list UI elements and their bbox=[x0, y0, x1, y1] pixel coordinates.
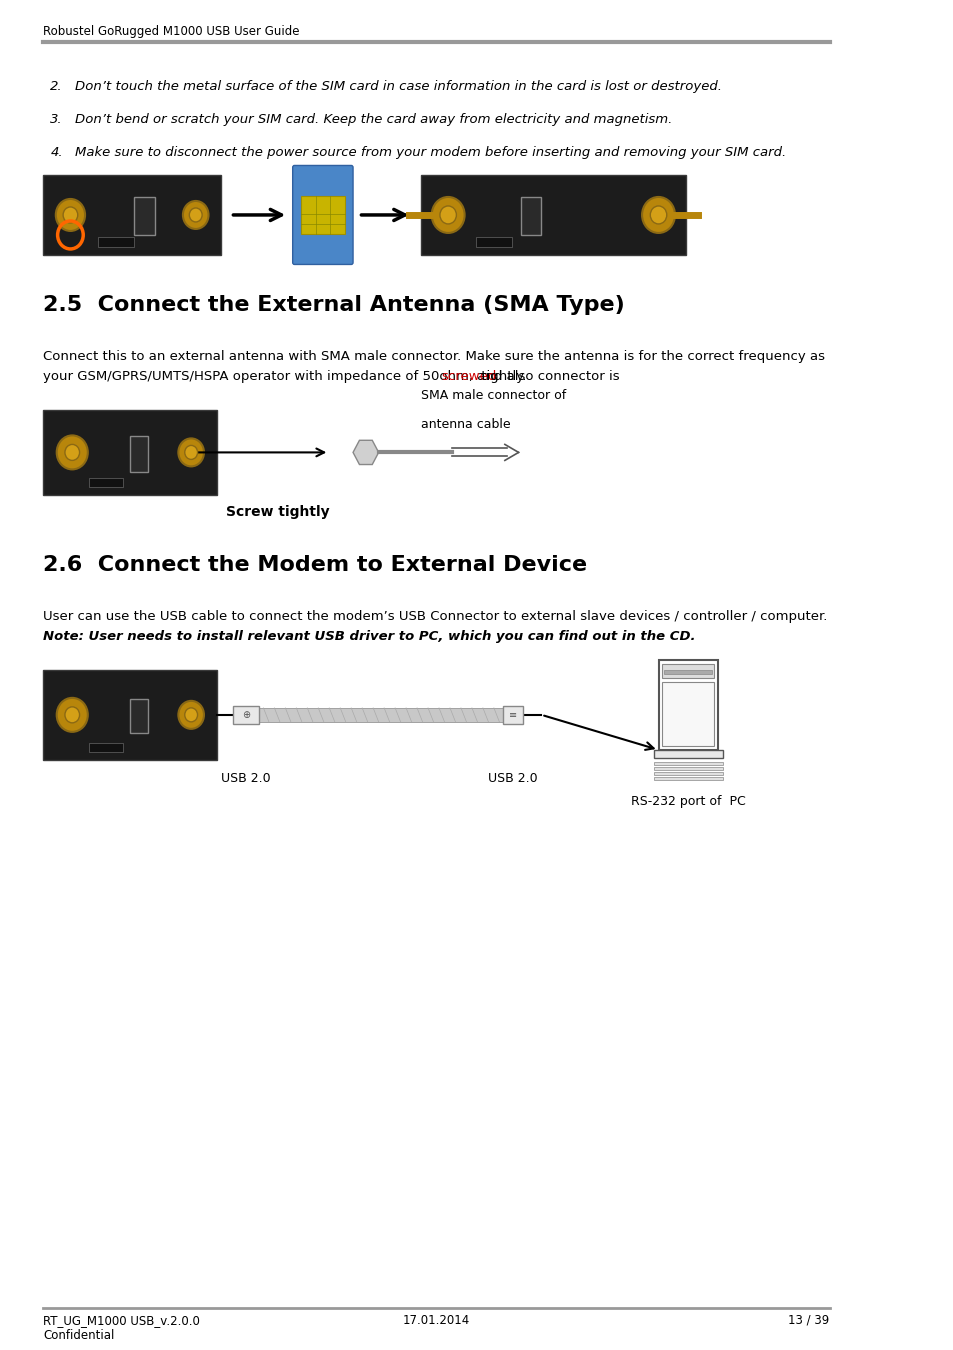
Bar bbox=[300, 197, 344, 235]
Text: 13 / 39: 13 / 39 bbox=[787, 1314, 829, 1327]
Bar bbox=[43, 410, 216, 495]
Bar bbox=[663, 670, 712, 674]
Circle shape bbox=[65, 444, 79, 460]
Bar bbox=[653, 767, 721, 770]
Circle shape bbox=[178, 701, 204, 729]
Bar bbox=[134, 197, 154, 235]
Text: ⊕: ⊕ bbox=[242, 710, 250, 720]
Text: 2.: 2. bbox=[51, 80, 63, 93]
Circle shape bbox=[189, 208, 202, 221]
Circle shape bbox=[63, 207, 77, 223]
Text: 3.: 3. bbox=[51, 113, 63, 126]
Text: Screw tightly: Screw tightly bbox=[226, 505, 329, 518]
Text: 2.6  Connect the Modem to External Device: 2.6 Connect the Modem to External Device bbox=[43, 555, 586, 575]
Bar bbox=[520, 197, 541, 235]
Bar bbox=[661, 664, 714, 678]
Circle shape bbox=[183, 201, 209, 230]
Text: Connect this to an external antenna with SMA male connector. Make sure the anten: Connect this to an external antenna with… bbox=[43, 350, 824, 363]
Text: your GSM/GPRS/UMTS/HSPA operator with impedance of 50ohm, and also connector is: your GSM/GPRS/UMTS/HSPA operator with im… bbox=[43, 370, 623, 383]
Bar bbox=[653, 749, 721, 757]
Circle shape bbox=[641, 197, 675, 234]
Circle shape bbox=[185, 707, 197, 722]
Text: Note: User needs to install relevant USB driver to PC, which you can find out in: Note: User needs to install relevant USB… bbox=[43, 630, 695, 643]
Text: 2.5  Connect the External Antenna (SMA Type): 2.5 Connect the External Antenna (SMA Ty… bbox=[43, 294, 624, 315]
Bar bbox=[130, 699, 148, 733]
Circle shape bbox=[56, 698, 88, 732]
Circle shape bbox=[55, 198, 85, 231]
Text: User can use the USB cable to connect the modem’s USB Connector to external slav: User can use the USB cable to connect th… bbox=[43, 610, 826, 622]
Text: screwed: screwed bbox=[441, 370, 497, 383]
Bar bbox=[98, 238, 134, 247]
Bar bbox=[89, 743, 123, 752]
Text: ≡: ≡ bbox=[509, 710, 517, 720]
Bar bbox=[653, 761, 721, 765]
Text: SMA male connector of: SMA male connector of bbox=[420, 389, 565, 402]
Text: tightly.: tightly. bbox=[476, 370, 525, 383]
Text: Don’t bend or scratch your SIM card. Keep the card away from electricity and mag: Don’t bend or scratch your SIM card. Kee… bbox=[75, 113, 672, 126]
Text: USB 2.0: USB 2.0 bbox=[221, 772, 271, 784]
Bar bbox=[653, 776, 721, 780]
Bar bbox=[233, 706, 258, 724]
Bar bbox=[420, 176, 685, 255]
Text: antenna cable: antenna cable bbox=[420, 418, 510, 431]
Text: Don’t touch the metal surface of the SIM card in case information in the card is: Don’t touch the metal surface of the SIM… bbox=[75, 80, 721, 93]
Text: 4.: 4. bbox=[51, 146, 63, 159]
Circle shape bbox=[439, 207, 456, 224]
Text: 17.01.2014: 17.01.2014 bbox=[402, 1314, 470, 1327]
Bar bbox=[502, 706, 522, 724]
Text: USB 2.0: USB 2.0 bbox=[488, 772, 537, 784]
Circle shape bbox=[65, 707, 79, 722]
Circle shape bbox=[185, 446, 197, 459]
Bar bbox=[661, 682, 714, 745]
Circle shape bbox=[178, 439, 204, 466]
Bar bbox=[476, 238, 512, 247]
Bar bbox=[658, 660, 718, 749]
Text: RT_UG_M1000 USB_v.2.0.0
Confidential: RT_UG_M1000 USB_v.2.0.0 Confidential bbox=[43, 1314, 199, 1342]
Circle shape bbox=[432, 197, 464, 234]
FancyBboxPatch shape bbox=[293, 166, 353, 265]
Bar bbox=[43, 176, 221, 255]
Text: RS-232 port of  PC: RS-232 port of PC bbox=[630, 795, 745, 807]
Text: Robustel GoRugged M1000 USB User Guide: Robustel GoRugged M1000 USB User Guide bbox=[43, 26, 299, 38]
Bar bbox=[653, 772, 721, 775]
Polygon shape bbox=[353, 440, 378, 464]
Bar bbox=[130, 436, 148, 472]
Circle shape bbox=[650, 207, 666, 224]
Circle shape bbox=[56, 436, 88, 470]
Bar bbox=[43, 670, 216, 760]
Bar bbox=[89, 478, 123, 487]
Text: Make sure to disconnect the power source from your modem before inserting and re: Make sure to disconnect the power source… bbox=[75, 146, 785, 159]
